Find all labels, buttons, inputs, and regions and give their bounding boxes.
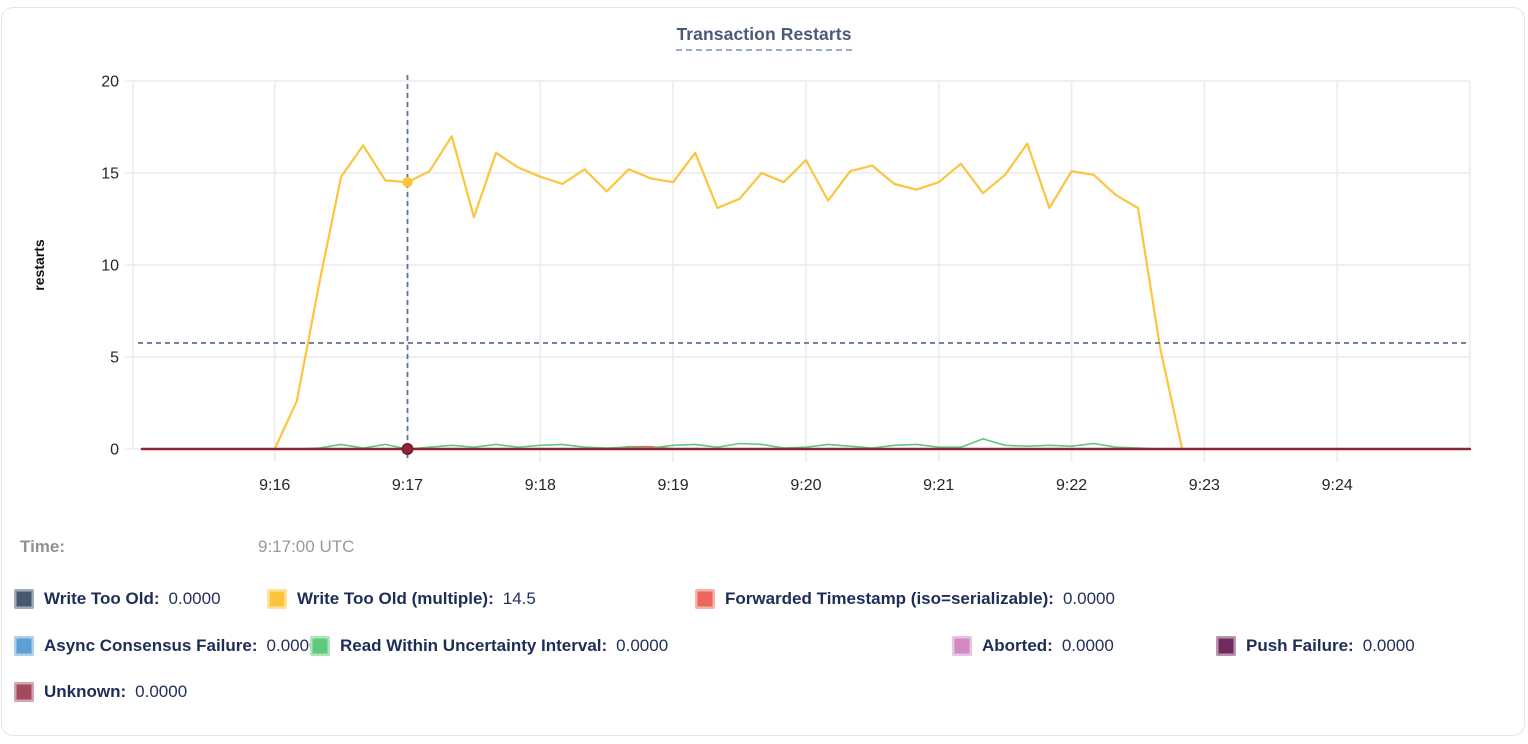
x-axis-tick-label: 9:22 [1056, 477, 1087, 494]
legend-label: Async Consensus Failure: [44, 636, 258, 655]
x-axis-tick-label: 9:24 [1322, 477, 1353, 494]
legend-item-push_failure: Push Failure: 0.0000 [1216, 636, 1415, 656]
legend-swatch-push_failure [1216, 636, 1236, 656]
legend-label: Forwarded Timestamp (iso=serializable): [725, 589, 1054, 608]
legend-swatch-write_too_old_multiple [267, 589, 287, 609]
legend-value: 0.0000 [616, 636, 669, 655]
legend-swatch-aborted [952, 636, 972, 656]
legend-value: 0.0000 [1362, 636, 1415, 655]
chart-card [1, 7, 1525, 736]
legend-label: Aborted: [982, 636, 1053, 655]
hover-dot-write_too_old_multiple [402, 177, 413, 188]
legend-item-async_consensus_failure: Async Consensus Failure: 0.0000 [14, 636, 319, 656]
legend-value: 0.0000 [266, 636, 319, 655]
x-axis-tick-label: 9:23 [1189, 477, 1220, 494]
hover-time-label: Time: [20, 537, 66, 556]
chart-title[interactable]: Transaction Restarts [676, 24, 852, 51]
legend-value: 0.0000 [1061, 636, 1114, 655]
legend-swatch-read_within_uncertainty_interval [310, 636, 330, 656]
hover-time-value: 9:17:00 UTC [258, 537, 355, 556]
legend-value: 0.0000 [168, 589, 221, 608]
x-axis-tick-label: 9:18 [525, 477, 556, 494]
legend-row: Unknown: 0.0000 [14, 682, 1514, 702]
legend-label: Push Failure: [1246, 636, 1354, 655]
chart-title-wrap: Transaction Restarts [0, 24, 1528, 51]
y-axis-tick-label: 5 [110, 350, 119, 367]
legend-label: Unknown: [44, 682, 127, 701]
legend-value: 0.0000 [1062, 589, 1115, 608]
y-axis-tick-label: 0 [110, 442, 119, 459]
hover-dot-unknown [401, 443, 414, 455]
x-axis-tick-label: 9:16 [259, 477, 290, 494]
legend-value: 0.0000 [135, 682, 188, 701]
series-line-write_too_old_multiple [273, 135, 1184, 451]
legend-item-read_within_uncertainty_interval: Read Within Uncertainty Interval: 0.0000 [310, 636, 952, 656]
y-axis-label: restarts [31, 239, 47, 291]
x-axis-tick-label: 9:19 [658, 477, 689, 494]
legend-label: Write Too Old (multiple): [297, 589, 494, 608]
legend-row: Async Consensus Failure: 0.0000 Read Withi… [14, 636, 1514, 656]
legend-label: Read Within Uncertainty Interval: [340, 636, 608, 655]
series-line-read_within_uncertainty_interval [273, 438, 1183, 450]
transaction-restarts-chart[interactable]: 0 5 10 15 20 9:16 9:17 9:18 9:19 9:20 9:21 9:22 9:23… [0, 0, 1528, 515]
x-axis-tick-label: 9:17 [392, 477, 423, 494]
legend-item-aborted: Aborted: 0.0000 [952, 636, 1216, 656]
legend-item-forwarded_timestamp: Forwarded Timestamp (iso=serializable): 0… [695, 589, 1115, 609]
y-axis-tick-label: 20 [101, 74, 119, 91]
legend-swatch-write_too_old [14, 589, 34, 609]
legend-item-write_too_old: Write Too Old: 0.0000 [14, 589, 267, 609]
y-axis-tick-label: 10 [101, 258, 119, 275]
legend-item-write_too_old_multiple: Write Too Old (multiple): 14.5 [267, 589, 695, 609]
legend-swatch-async_consensus_failure [14, 636, 34, 656]
legend-swatch-forwarded_timestamp [695, 589, 715, 609]
y-axis-tick-label: 15 [101, 166, 119, 183]
legend-row: Write Too Old: 0.0000 Write Too Old (multi… [14, 589, 1514, 609]
x-axis-tick-label: 9:21 [923, 477, 954, 494]
x-axis-tick-label: 9:20 [790, 477, 821, 494]
legend-label: Write Too Old: [44, 589, 160, 608]
legend-swatch-unknown [14, 682, 34, 702]
legend-item-unknown: Unknown: 0.0000 [14, 682, 187, 702]
legend-value: 14.5 [502, 589, 536, 608]
